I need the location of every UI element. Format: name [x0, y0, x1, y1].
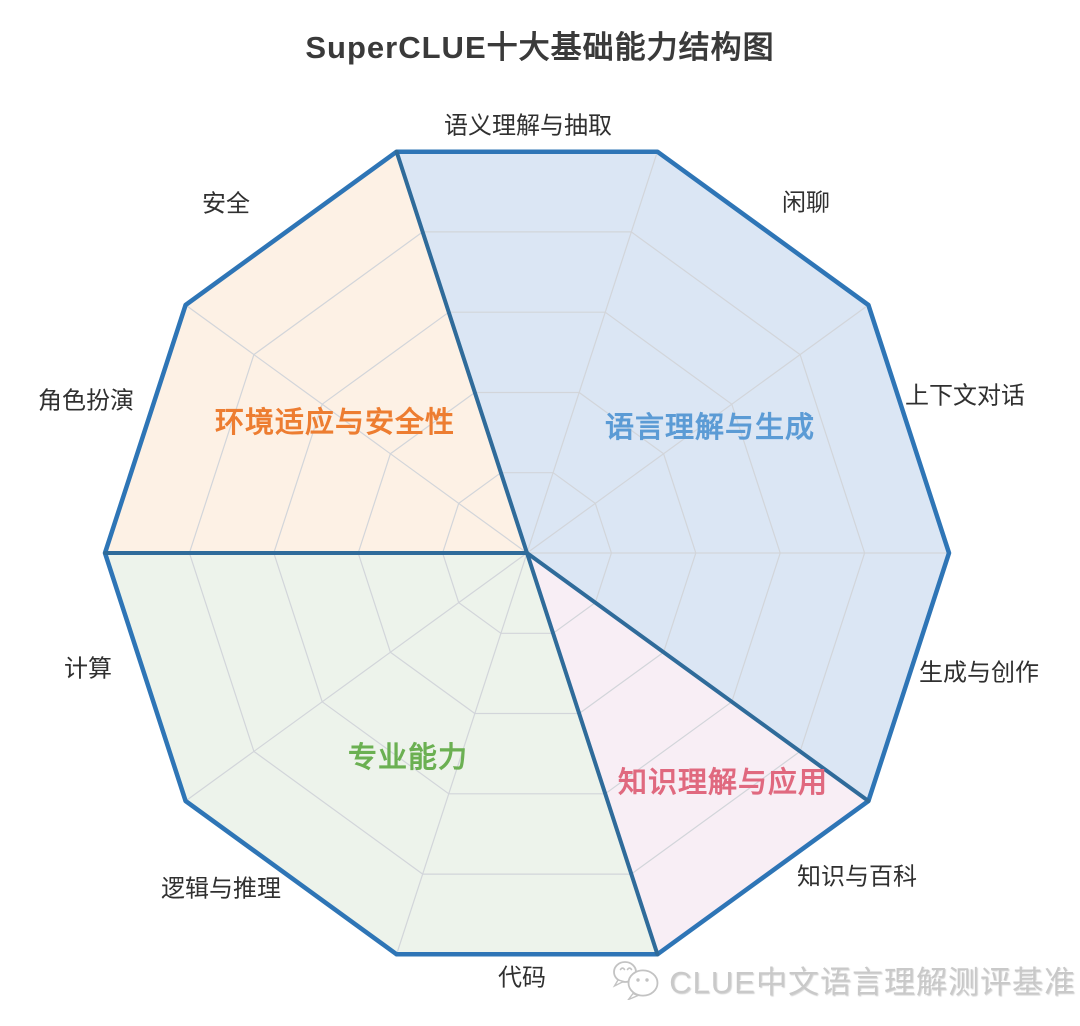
axis-label-2: 闲聊: [782, 190, 830, 217]
axis-label-8: 计算: [64, 656, 112, 683]
grid-spoke-2: [526, 151, 658, 554]
axis-label-1: 语义理解与抽取: [444, 113, 612, 140]
sector-label-2: 知识理解与应用: [618, 765, 828, 799]
sector-label-1: 语言理解与生成: [605, 411, 815, 444]
sector-label-3: 专业能力: [348, 741, 468, 774]
watermark-text: CLUE中文语言理解测评基准: [669, 965, 1076, 1000]
axis-label-4: 生成与创作: [919, 660, 1039, 687]
grid-spoke-3: [526, 304, 869, 554]
sector-fill-2: [527, 553, 869, 955]
sector-label-4: 环境适应与安全性: [215, 405, 455, 439]
axis-label-3: 上下文对话: [905, 383, 1025, 410]
axis-label-7: 逻辑与推理: [161, 876, 281, 903]
grid-spoke-8: [185, 552, 528, 802]
axis-label-10: 安全: [202, 191, 250, 218]
grid-spoke-7: [396, 552, 528, 955]
sector-fill-4: [105, 151, 527, 553]
sector-divider-3: [525, 551, 660, 957]
sector-divider-2: [525, 551, 871, 803]
axis-label-5: 知识与百科: [797, 864, 917, 891]
grid-spoke-10: [185, 304, 528, 554]
axis-label-6: 代码: [498, 965, 546, 992]
sector-divider-1: [394, 149, 529, 555]
axis-label-9: 角色扮演: [38, 388, 134, 415]
clue-logo-icon: [613, 960, 659, 1000]
sector-fill-1: [396, 151, 950, 801]
watermark: CLUE中文语言理解测评基准: [612, 957, 1076, 1002]
sector-fill-3: [105, 553, 658, 955]
page-title: SuperCLUE十大基础能力结构图: [305, 30, 775, 65]
